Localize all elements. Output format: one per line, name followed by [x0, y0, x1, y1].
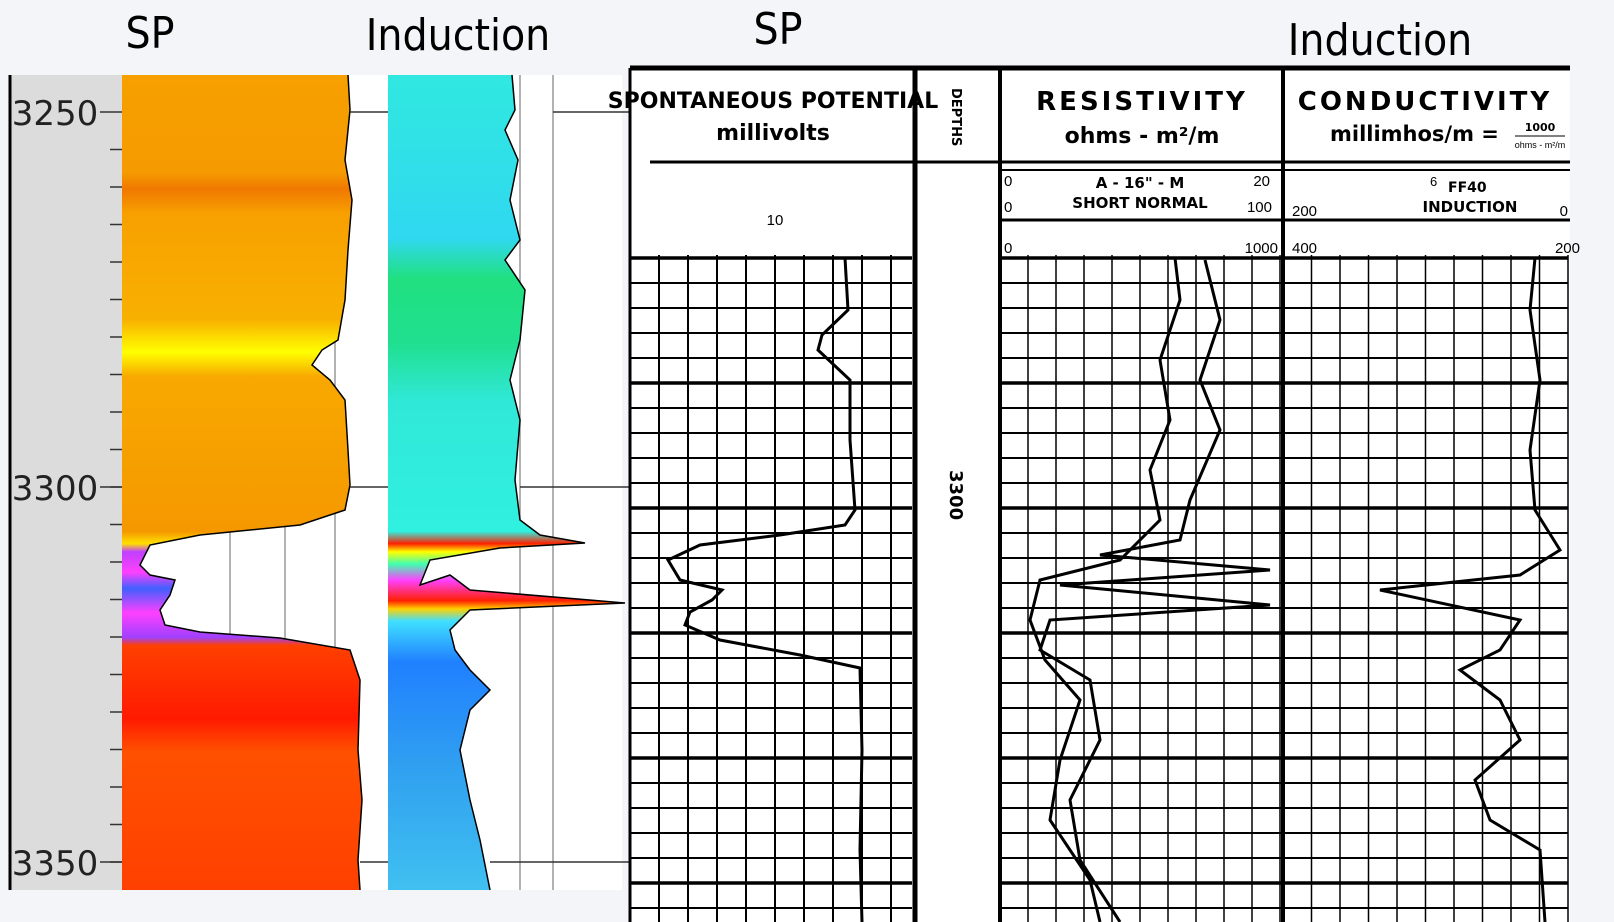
well-log-figure: SP Induction SP Induction 3250 3300 3350…: [0, 0, 1614, 922]
scale-right: 1000: [1245, 240, 1278, 257]
sp-fill: [122, 75, 362, 890]
depth-tick-label: 3350: [12, 844, 99, 884]
sp-scale: 10: [767, 212, 784, 229]
scale-left: 200: [1292, 203, 1317, 220]
track-depth: 3300: [945, 470, 966, 520]
induction-label: Induction: [366, 10, 551, 61]
conductivity-unit: millimhos/m =: [1330, 122, 1499, 146]
sp-label: SP: [753, 4, 802, 55]
resistivity-unit: ohms - m²/m: [1065, 124, 1220, 149]
curve-number: 6: [1430, 174, 1437, 189]
formula-denominator: ohms - m²/m: [1515, 140, 1566, 150]
sp-label: SP: [125, 8, 174, 59]
induction-name: INDUCTION: [1423, 198, 1518, 216]
scale-left: 0: [1004, 199, 1012, 216]
scale-right: 100: [1247, 199, 1272, 216]
scale-left: 0: [1004, 173, 1012, 190]
curve-name: FF40: [1448, 180, 1487, 196]
depths-label: DEPTHS: [948, 88, 963, 146]
depth-tick-label: 3300: [12, 469, 99, 509]
induction-label: Induction: [1288, 15, 1473, 66]
sp-title: SPONTANEOUS POTENTIAL: [608, 89, 938, 114]
formula-numerator: 1000: [1525, 121, 1556, 134]
curve-name: SHORT NORMAL: [1072, 194, 1208, 212]
scale-right: 200: [1555, 240, 1580, 257]
scale-left: 400: [1292, 240, 1317, 257]
sp-unit: millivolts: [716, 121, 830, 146]
resistivity-title: RESISTIVITY: [1036, 87, 1248, 117]
scale-left: 0: [1004, 240, 1012, 257]
curve-name: A - 16" - M: [1096, 174, 1185, 192]
scale-right: 20: [1253, 173, 1270, 190]
conductivity-title: CONDUCTIVITY: [1298, 87, 1553, 117]
depth-tick-label: 3250: [12, 94, 99, 134]
scale-right: 0: [1560, 203, 1568, 220]
